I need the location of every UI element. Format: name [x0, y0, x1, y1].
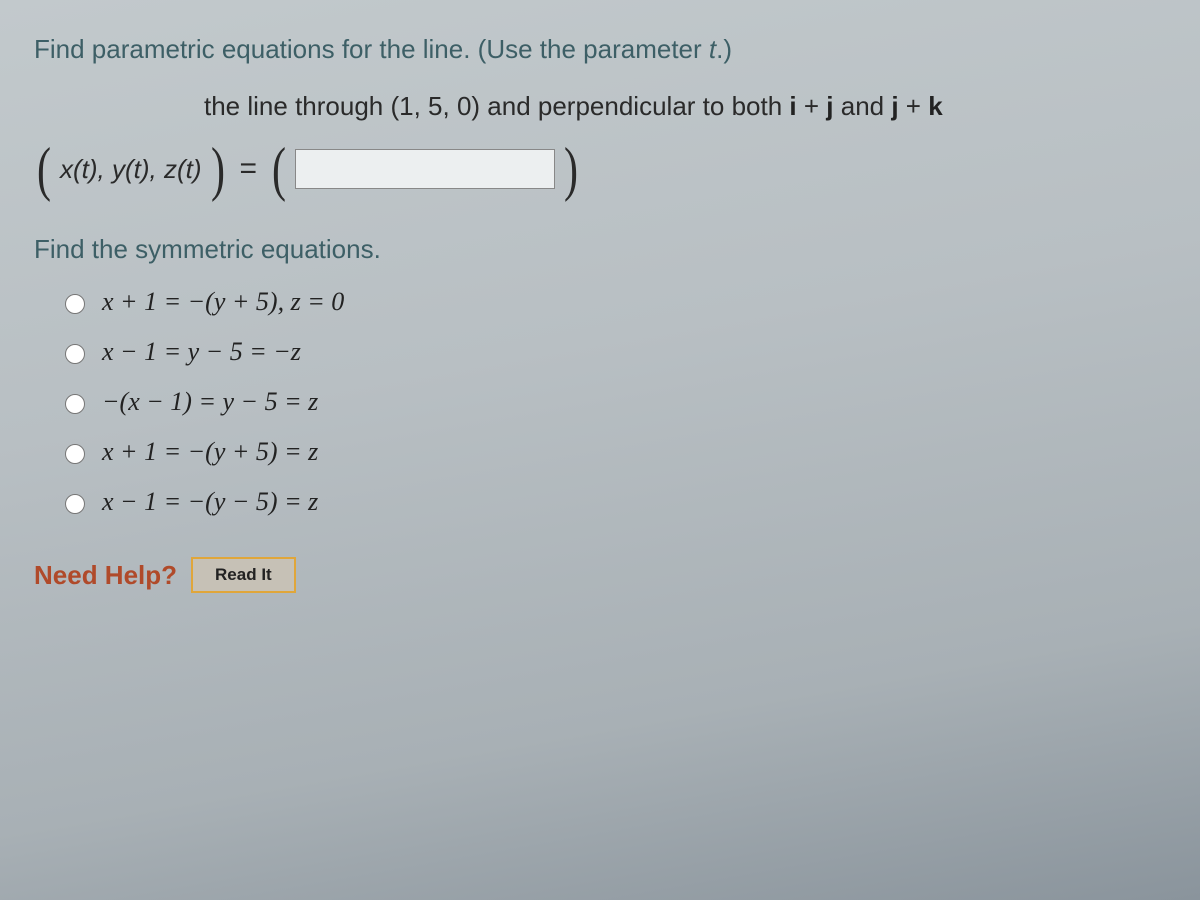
- option-row[interactable]: −(x − 1) = y − 5 = z: [60, 387, 1170, 417]
- option-radio-4[interactable]: [65, 444, 85, 464]
- line-description: the line through (1, 5, 0) and perpendic…: [204, 91, 1170, 122]
- option-label: x − 1 = −(y − 5) = z: [102, 487, 318, 517]
- funcs-text: x(t), y(t), z(t): [60, 154, 202, 185]
- options-group: x + 1 = −(y + 5), z = 0 x − 1 = y − 5 = …: [60, 287, 1170, 517]
- prompt-text: Find parametric equations for the line. …: [34, 34, 709, 64]
- plus-1: +: [797, 91, 827, 121]
- prompt-line: Find parametric equations for the line. …: [34, 30, 1170, 69]
- rparen-2: ): [564, 144, 578, 194]
- help-row: Need Help? Read It: [34, 557, 1170, 593]
- equation-row: ( x(t), y(t), z(t) ) = ( ): [34, 144, 1170, 194]
- parametric-answer-input[interactable]: [295, 149, 555, 189]
- lparen-1: (: [37, 144, 51, 194]
- desc-pre: the line through (1, 5, 0) and perpendic…: [204, 91, 789, 121]
- option-label: x − 1 = y − 5 = −z: [102, 337, 301, 367]
- option-row[interactable]: x + 1 = −(y + 5) = z: [60, 437, 1170, 467]
- equals-sign: =: [239, 152, 257, 186]
- option-row[interactable]: x − 1 = −(y − 5) = z: [60, 487, 1170, 517]
- sub-prompt: Find the symmetric equations.: [34, 234, 1170, 265]
- question-block: Find parametric equations for the line. …: [0, 0, 1200, 623]
- plus-2: +: [899, 91, 929, 121]
- prompt-tail: .): [716, 34, 732, 64]
- option-radio-3[interactable]: [65, 394, 85, 414]
- and-text: and: [834, 91, 892, 121]
- vec-i: i: [789, 91, 796, 121]
- option-row[interactable]: x − 1 = y − 5 = −z: [60, 337, 1170, 367]
- option-radio-1[interactable]: [65, 294, 85, 314]
- option-row[interactable]: x + 1 = −(y + 5), z = 0: [60, 287, 1170, 317]
- vec-j2: j: [891, 91, 898, 121]
- read-it-button[interactable]: Read It: [191, 557, 296, 593]
- vec-j1: j: [826, 91, 833, 121]
- option-radio-2[interactable]: [65, 344, 85, 364]
- need-help-label: Need Help?: [34, 560, 177, 591]
- option-radio-5[interactable]: [65, 494, 85, 514]
- vec-k: k: [928, 91, 942, 121]
- option-label: x + 1 = −(y + 5) = z: [102, 437, 318, 467]
- lparen-2: (: [272, 144, 286, 194]
- rparen-1: ): [210, 144, 224, 194]
- option-label: −(x − 1) = y − 5 = z: [102, 387, 318, 417]
- option-label: x + 1 = −(y + 5), z = 0: [102, 287, 344, 317]
